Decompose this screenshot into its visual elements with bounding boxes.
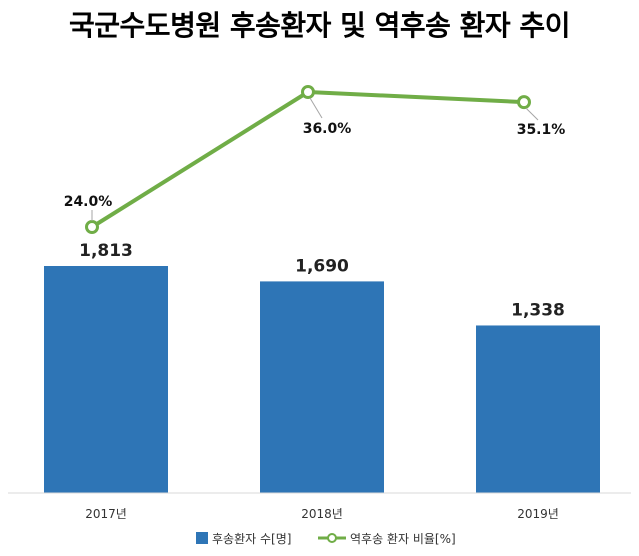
line-point-1	[85, 220, 99, 234]
leader-line	[309, 97, 323, 119]
legend-bar-label: 후송환자 수[명]	[212, 532, 291, 546]
x-tick-label: 2017년	[85, 507, 127, 521]
line-value-label: 24.0%	[64, 194, 113, 210]
bar-value-label: 1,338	[511, 300, 565, 320]
line-value-label: 35.1%	[517, 122, 566, 138]
leader-line	[525, 107, 539, 121]
line-point-3	[517, 95, 531, 110]
line-series	[90, 90, 525, 229]
bar-1	[44, 266, 168, 493]
bar-3	[476, 325, 600, 493]
bar-value-label: 1,690	[295, 256, 349, 276]
legend: 후송환자 수[명] 역후송 환자 비율[%]	[196, 532, 456, 546]
legend-line-marker	[327, 533, 337, 543]
x-tick-label: 2019년	[517, 507, 559, 521]
labels-layer: 1,813 1,690 1,338 24.0% 36.0% 35.1%	[64, 97, 566, 320]
bars-layer	[44, 266, 600, 493]
x-tick-label: 2018년	[301, 507, 343, 521]
line-value-label: 36.0%	[303, 121, 352, 137]
legend-bar-swatch	[196, 532, 208, 544]
line-layer	[85, 85, 531, 234]
legend-line-label: 역후송 환자 비율[%]	[350, 532, 456, 546]
bar-value-label: 1,813	[79, 241, 133, 261]
chart-title: 국군수도병원 후송환자 및 역후송 환자 추이	[69, 9, 570, 42]
bar-2	[260, 281, 384, 493]
ticks-layer: 2017년 2018년 2019년	[85, 507, 559, 521]
line-point-2	[301, 85, 315, 99]
